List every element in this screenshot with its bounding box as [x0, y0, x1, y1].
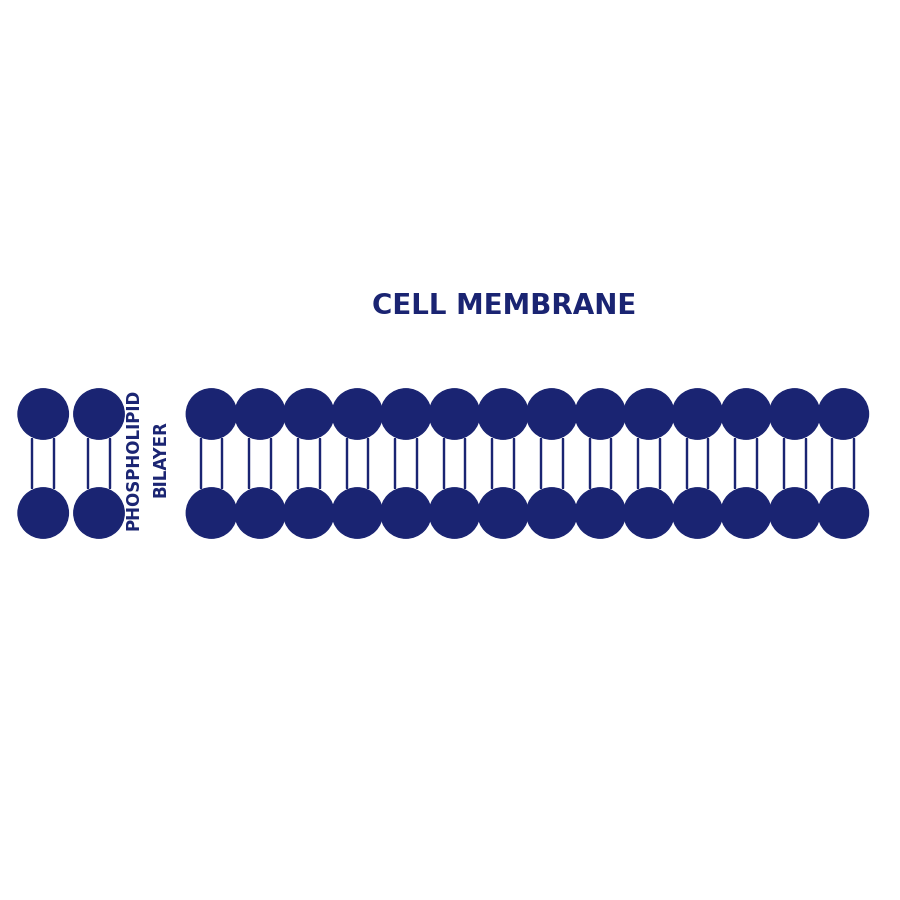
Circle shape [721, 488, 771, 538]
Circle shape [575, 488, 626, 538]
Circle shape [818, 389, 868, 439]
Circle shape [818, 488, 868, 538]
Circle shape [575, 389, 626, 439]
Circle shape [429, 488, 480, 538]
Text: CELL MEMBRANE: CELL MEMBRANE [372, 292, 636, 320]
Text: BILAYER: BILAYER [151, 420, 169, 498]
Circle shape [672, 389, 723, 439]
Circle shape [284, 389, 334, 439]
Circle shape [332, 389, 382, 439]
Circle shape [624, 488, 674, 538]
Circle shape [478, 488, 528, 538]
Circle shape [235, 488, 285, 538]
Circle shape [624, 389, 674, 439]
Circle shape [18, 389, 68, 439]
Circle shape [235, 389, 285, 439]
Circle shape [332, 488, 382, 538]
Circle shape [186, 488, 237, 538]
Circle shape [284, 488, 334, 538]
Circle shape [429, 389, 480, 439]
Circle shape [770, 488, 820, 538]
Circle shape [770, 389, 820, 439]
Circle shape [526, 389, 577, 439]
Circle shape [381, 389, 431, 439]
Circle shape [478, 389, 528, 439]
Circle shape [186, 389, 237, 439]
Circle shape [526, 488, 577, 538]
Circle shape [74, 488, 124, 538]
Circle shape [381, 488, 431, 538]
Circle shape [721, 389, 771, 439]
Text: PHOSPHOLIPID: PHOSPHOLIPID [124, 389, 142, 529]
Circle shape [672, 488, 723, 538]
Circle shape [18, 488, 68, 538]
Circle shape [74, 389, 124, 439]
